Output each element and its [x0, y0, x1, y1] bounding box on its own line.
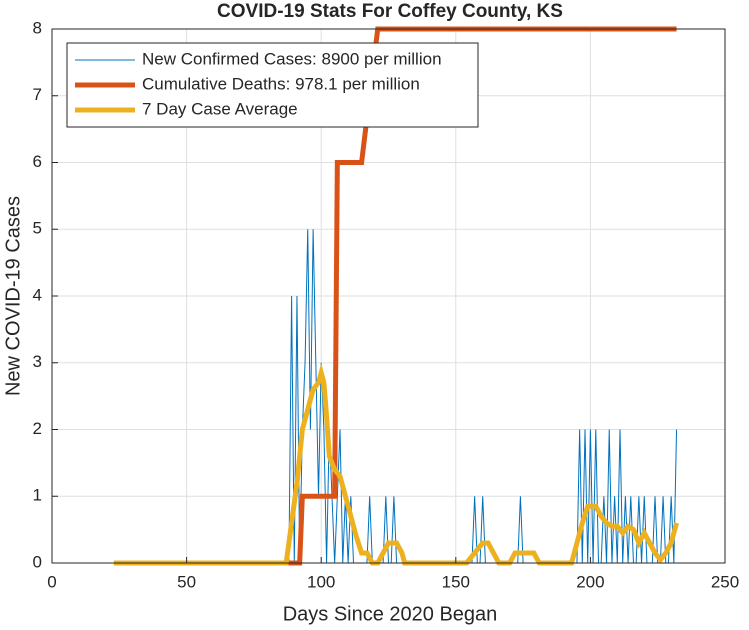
legend: New Confirmed Cases: 8900 per million Cum… [66, 42, 479, 128]
y-tick-label: 0 [33, 552, 42, 571]
y-tick-label: 3 [33, 352, 42, 371]
x-tick-label: 250 [711, 572, 739, 591]
x-tick-label: 100 [307, 572, 335, 591]
y-tick-label: 7 [33, 85, 42, 104]
x-tick-label: 50 [177, 572, 196, 591]
legend-label: Cumulative Deaths: 978.1 per million [142, 74, 420, 93]
legend-label: New Confirmed Cases: 8900 per million [142, 49, 442, 68]
y-tick-label: 5 [33, 219, 42, 238]
x-tick-label: 0 [47, 572, 56, 591]
x-tick-label: 200 [576, 572, 604, 591]
y-tick-label: 6 [33, 152, 42, 171]
y-tick-label: 4 [33, 285, 42, 304]
x-tick-label: 150 [442, 572, 470, 591]
y-tick-label: 2 [33, 419, 42, 438]
y-tick-label: 1 [33, 486, 42, 505]
y-tick-label: 8 [33, 18, 42, 37]
ticks: 0 50 100 150 200 250 0 1 2 3 4 5 6 7 8 [33, 18, 740, 591]
y-axis-label: New COVID-19 Cases [2, 196, 24, 396]
chart-title: COVID-19 Stats For Coffey County, KS [217, 1, 563, 22]
legend-label: 7 Day Case Average [142, 99, 298, 118]
legend-box [66, 42, 479, 128]
x-axis-label: Days Since 2020 Began [283, 603, 498, 625]
series-line [113, 363, 679, 566]
